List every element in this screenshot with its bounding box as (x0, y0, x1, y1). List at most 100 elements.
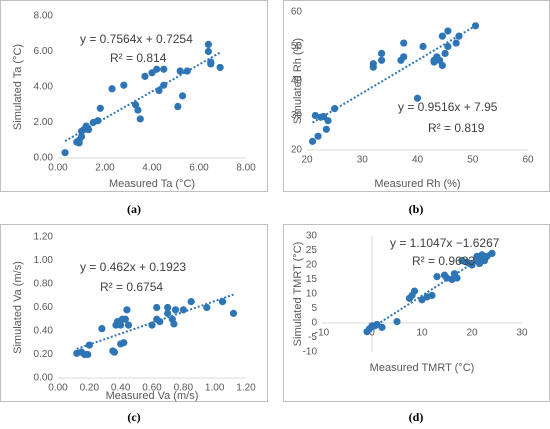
point (400, 39, 408, 47)
x-tick-label: 30 (516, 328, 528, 339)
point (98, 325, 106, 333)
y-tick-label: 2.00 (34, 117, 54, 128)
r-squared: R² = 0.6754 (100, 280, 163, 294)
y-tick-label: 0.00 (34, 153, 54, 164)
point (160, 65, 168, 73)
y-tick-label: 6.00 (34, 46, 54, 57)
y-tick-label: 5 (311, 303, 317, 314)
point (468, 261, 476, 269)
point (314, 132, 322, 140)
x-axis-title: Measured Ta (°C) (109, 178, 195, 190)
x-tick-label: 20 (466, 328, 478, 339)
point (141, 72, 149, 80)
panel-frame (283, 224, 550, 402)
point (155, 86, 163, 95)
y-tick-label: -10 (303, 347, 318, 358)
point (428, 291, 436, 300)
panel-frame (0, 224, 268, 402)
point (322, 125, 330, 133)
x-tick-label: 1.00 (205, 383, 225, 394)
r-squared: R² = 0.819 (428, 121, 485, 135)
y-tick-label: 1.00 (34, 255, 54, 266)
y-tick-label: 0.00 (34, 373, 54, 384)
point (153, 65, 161, 73)
point (331, 105, 339, 113)
point (204, 40, 212, 49)
point (308, 137, 317, 145)
x-tick-label: 1.20 (236, 383, 256, 394)
point (444, 42, 452, 51)
point (475, 259, 484, 268)
x-tick-label: 0 (369, 328, 375, 339)
x-tick-label: 20 (301, 155, 313, 166)
trendline-equation: y = 0.462x + 0.1923 (80, 260, 186, 274)
point (171, 306, 180, 314)
y-tick-label: 20 (306, 260, 318, 271)
x-tick-label: 10 (416, 328, 428, 339)
y-tick-label: 0.40 (34, 326, 54, 337)
y-tick-label: 0 (311, 318, 317, 329)
point (441, 49, 449, 58)
y-tick-label: 1.20 (34, 232, 54, 243)
x-tick-label: 30 (357, 155, 369, 166)
x-tick-label: 0.00 (48, 163, 68, 174)
trendline-equation: y = 1.1047x −1.6267 (390, 236, 500, 250)
point (452, 39, 460, 47)
trendline-equation: y = 0.9516x + 7.95 (398, 100, 498, 114)
r-squared: R² = 0.9633 (412, 254, 475, 268)
x-tick-label: 50 (467, 155, 479, 166)
point (377, 49, 386, 58)
y-tick-label: 8.00 (34, 11, 54, 22)
point (136, 115, 144, 123)
y-axis-title: Simulated Rh (%) (292, 38, 304, 124)
x-tick-label: 2.00 (95, 163, 115, 174)
y-tick-label: 25 (306, 245, 318, 256)
point (134, 106, 142, 114)
y-tick-label: 15 (306, 274, 318, 285)
x-tick-label: 6.00 (189, 163, 209, 174)
x-axis-title: Measured Rh (%) (374, 178, 460, 190)
y-tick-label: 20 (291, 145, 303, 156)
point (378, 323, 386, 331)
y-tick-label: 40 (291, 76, 303, 87)
point (170, 320, 178, 328)
point (164, 303, 172, 312)
point (61, 149, 69, 157)
trendline (366, 249, 493, 332)
point (164, 309, 172, 317)
point (153, 303, 161, 312)
trendline-equation: y = 0.7564x + 0.7254 (80, 32, 193, 46)
point (96, 104, 104, 112)
point (203, 303, 211, 312)
point (174, 102, 182, 111)
x-axis-title: Measured TMRT (°C) (370, 362, 475, 374)
trendline (64, 51, 221, 142)
y-axis-title: Simulated Ta (°C) (12, 44, 24, 130)
point (123, 306, 131, 314)
y-tick-label: 4.00 (34, 82, 54, 93)
point (444, 27, 452, 35)
x-tick-label: 4.00 (142, 163, 162, 174)
point (120, 81, 128, 89)
point (178, 92, 187, 100)
x-tick-label: 40 (412, 155, 424, 166)
y-tick-label: 60 (291, 7, 303, 18)
x-axis-title: Measured Va (m/s) (106, 390, 199, 402)
point (438, 32, 446, 40)
point (324, 117, 332, 125)
point (204, 47, 212, 56)
point (311, 111, 319, 120)
y-tick-label: 0.20 (34, 349, 54, 360)
x-tick-label: 0.00 (48, 383, 68, 394)
point (419, 42, 427, 51)
y-tick-label: 50 (291, 41, 303, 52)
point (187, 298, 195, 306)
point (176, 67, 184, 75)
panel-caption: (b) (409, 202, 424, 216)
point (120, 339, 128, 347)
panel-frame (0, 0, 268, 192)
y-tick-label: 30 (291, 110, 303, 121)
point (488, 249, 496, 257)
point (77, 133, 86, 141)
